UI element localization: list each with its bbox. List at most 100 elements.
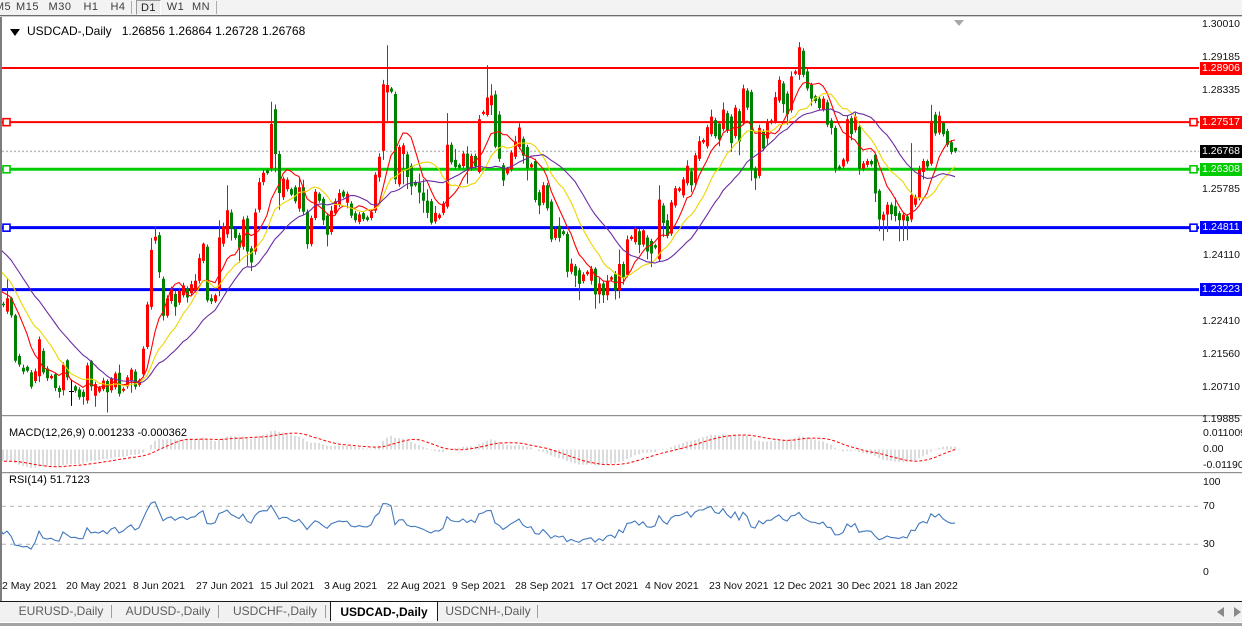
rsi-label-text: RSI(14): [9, 474, 47, 486]
rsi-scale-label: 30: [1203, 537, 1215, 550]
rsi-indicator-label: RSI(14) 51.7123: [9, 474, 90, 486]
statusbar-highlight: [0, 622, 1242, 623]
ma-line-sma-medium: [2, 92, 956, 387]
tab-usdcad[interactable]: USDCAD-,Daily: [330, 601, 438, 621]
rsi-line: [2, 501, 956, 550]
price-badge-1.24811: 1.24811: [1200, 221, 1242, 235]
tab-separator: [325, 605, 326, 618]
rsi-scale-label: 70: [1203, 499, 1215, 512]
price-badge-1.26768: 1.26768: [1200, 144, 1242, 158]
macd-histogram: [2, 430, 956, 468]
price-scale-label: 1.29185: [1202, 50, 1240, 63]
tab-audusd[interactable]: AUDUSD-,Daily: [125, 604, 211, 618]
statusbar-edge: [0, 623, 1242, 626]
hline-handle[interactable]: [2, 223, 11, 232]
hline-handle[interactable]: [2, 117, 11, 127]
bar-open-value: 1.26856: [121, 24, 166, 38]
tab-eurusd[interactable]: EURUSD-,Daily: [18, 604, 104, 618]
time-scale-label: 4 Nov 2021: [645, 580, 699, 592]
chart-window-tabs: EURUSD-,Daily AUDUSD-,Daily USDCHF-,Daily U…: [0, 601, 1242, 622]
toolbar-separator: [131, 1, 132, 14]
macd-scale-label: -0.01190: [1203, 458, 1242, 471]
time-scale-label: 28 Sep 2021: [515, 580, 575, 592]
toolbar-border: [0, 15, 1242, 16]
price-badge-1.27517: 1.27517: [1200, 115, 1242, 129]
price-scale-label: 1.24110: [1202, 248, 1240, 261]
price-badge-1.28906: 1.28906: [1200, 61, 1242, 75]
doji-candles: [69, 379, 74, 406]
bear-candle-wicks: [3, 48, 956, 413]
timeframe-button-d1[interactable]: D1: [136, 0, 161, 15]
time-scale-label: 12 Dec 2021: [773, 580, 833, 592]
rsi-scale-label: 100: [1203, 475, 1221, 488]
price-scale-label: 1.20710: [1202, 381, 1240, 394]
tab-usdcnh[interactable]: USDCNH-,Daily: [445, 604, 531, 618]
symbol-dropdown-icon[interactable]: [10, 29, 20, 36]
time-scale-label: 9 Sep 2021: [452, 580, 506, 592]
timeframe-button-mn[interactable]: MN: [191, 1, 211, 13]
chart-window-left-border: [0, 17, 2, 601]
hline-handle[interactable]: [1189, 165, 1198, 174]
bar-close-value: 1.26768: [261, 24, 306, 38]
toolbar-separator: [216, 1, 217, 14]
timeframe-button-h1[interactable]: H1: [83, 1, 99, 13]
time-scale-label: 8 Jun 2021: [133, 580, 185, 592]
tab-separator: [111, 605, 112, 618]
bear-candle-bodies: [2, 50, 957, 398]
rsi-scale-label: 0: [1203, 566, 1209, 579]
bull-candle-wicks: [7, 42, 940, 407]
hline-handle[interactable]: [1189, 223, 1198, 232]
macd-scale-label: 0.00: [1203, 443, 1224, 455]
macd-main-value: 0.001233: [88, 427, 135, 439]
time-scale-label: 20 May 2021: [66, 580, 127, 592]
tabs-scroll-left-icon[interactable]: [1217, 607, 1224, 617]
time-scale-label: 18 Jan 2022: [900, 580, 958, 592]
chart-shift-marker-icon[interactable]: [954, 20, 964, 26]
ma-line-sma-slow: [2, 108, 956, 384]
pane-separator-light: [0, 416, 1242, 417]
timeframe-button-h4[interactable]: H4: [110, 1, 126, 13]
bull-candle-bodies: [6, 47, 941, 401]
time-scale-label: 2 May 2021: [2, 580, 57, 592]
toolbar-border-light: [0, 16, 1242, 17]
hline-handle[interactable]: [2, 165, 11, 174]
time-scale-label: 3 Aug 2021: [324, 580, 378, 592]
pane-separator-light: [0, 473, 1242, 474]
price-scale-label: 1.30010: [1202, 18, 1240, 31]
timeframe-button-m15[interactable]: M15: [16, 1, 39, 13]
pane-separator[interactable]: [0, 472, 1242, 473]
price-scale-label: 1.19885: [1202, 413, 1240, 426]
time-scale-label: 15 Jul 2021: [260, 580, 315, 592]
macd-indicator-label: MACD(12,26,9) 0.001233 -0.000362: [9, 427, 187, 439]
tab-usdchf[interactable]: USDCHF-,Daily: [233, 604, 317, 618]
price-scale-label: 1.22410: [1202, 314, 1240, 327]
macd-scale-label: 0.011009: [1203, 426, 1242, 439]
price-badge-1.26308: 1.26308: [1200, 162, 1242, 176]
time-scale-label: 23 Nov 2021: [709, 580, 769, 592]
macd-signal-value: -0.000362: [137, 427, 187, 439]
price-badge-1.23223: 1.23223: [1200, 283, 1242, 297]
macd-signal-line: [2, 432, 956, 468]
timeframe-button-w1[interactable]: W1: [166, 1, 185, 13]
timeframe-button-m30[interactable]: M30: [48, 1, 72, 13]
hline-handle[interactable]: [1189, 117, 1198, 127]
time-scale-label: 30 Dec 2021: [837, 580, 897, 592]
price-scale-label: 1.21560: [1202, 347, 1240, 360]
tabs-scroll-right-icon[interactable]: [1234, 607, 1241, 617]
rsi-value: 51.7123: [49, 474, 90, 486]
macd-label-text: MACD(12,26,9): [9, 427, 86, 439]
pane-separator[interactable]: [0, 415, 1242, 416]
time-scale-label: 22 Aug 2021: [387, 580, 446, 592]
price-scale-label: 1.25785: [1202, 183, 1240, 196]
ma-line-sma-fast: [2, 81, 956, 389]
chart-symbol-period: USDCAD-,Daily: [27, 24, 112, 38]
timeframe-button-m5[interactable]: M5: [0, 1, 12, 13]
time-scale-label: 27 Jun 2021: [196, 580, 254, 592]
chart-title: USDCAD-,Daily 1.26856 1.26864 1.26728 1.2…: [10, 24, 305, 38]
tab-separator: [537, 605, 538, 618]
time-scale-label: 17 Oct 2021: [581, 580, 639, 592]
bar-high-value: 1.26864: [168, 24, 212, 38]
tabbar-top-border: [0, 601, 1242, 602]
